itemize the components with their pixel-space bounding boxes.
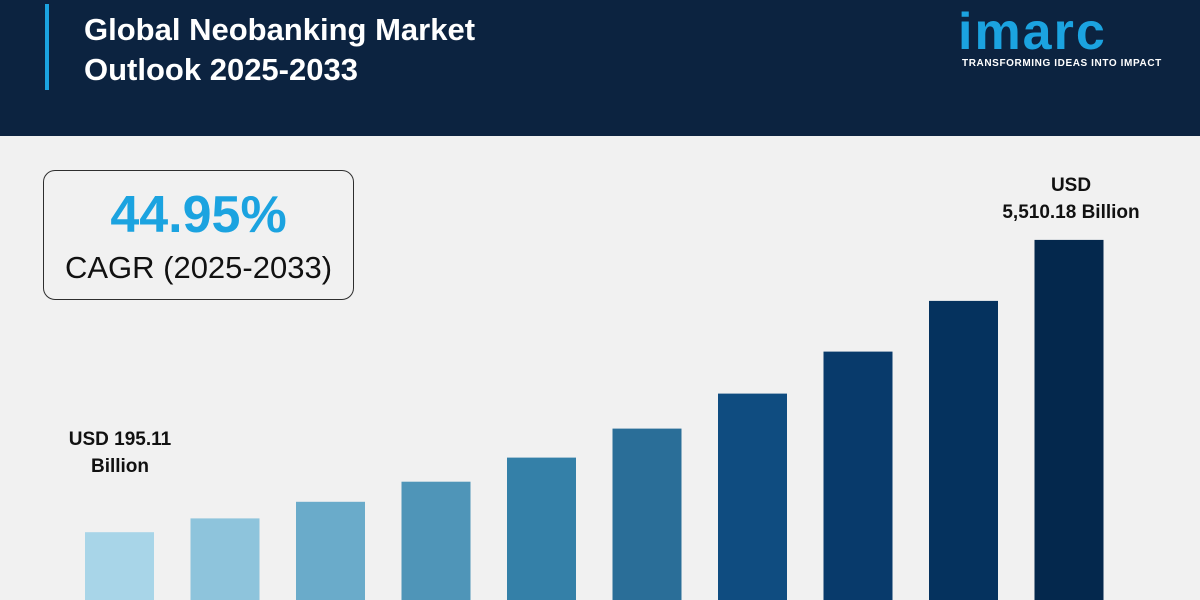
last-bar-callout-line-1: USD: [1050, 175, 1092, 196]
title-line-2: Outlook 2025-2033: [84, 52, 358, 87]
bar-4: [401, 481, 471, 600]
cagr-box: 44.95% CAGR (2025-2033): [43, 170, 354, 300]
bar-2: [190, 518, 260, 600]
cagr-value: 44.95%: [110, 186, 287, 244]
first-bar-callout-line-2: Billion: [90, 456, 150, 477]
page-title: Global Neobanking Market Outlook 2025-20…: [84, 10, 584, 90]
bar-1: [85, 532, 154, 600]
last-bar-callout-line-2: 5,510.18 Billion: [1002, 202, 1140, 223]
header-banner: Global Neobanking Market Outlook 2025-20…: [0, 0, 1200, 136]
first-bar-callout-line-1: USD 195.11: [68, 429, 172, 450]
bar-8: [823, 351, 893, 600]
bar-7: [718, 393, 787, 600]
bar-3: [296, 501, 365, 600]
logo-tagline: TRANSFORMING IDEAS INTO IMPACT: [962, 58, 1162, 69]
title-accent-line: [45, 4, 49, 90]
bar-9: [929, 300, 998, 600]
last-bar-callout: USD 5,510.18 Billion: [990, 172, 1152, 226]
cagr-label: CAGR (2025-2033): [64, 250, 333, 285]
bar-6: [612, 428, 682, 600]
bar-10: [1034, 239, 1104, 600]
imarc-logo: imarc: [958, 3, 1107, 61]
first-bar-callout: USD 195.11 Billion: [50, 426, 190, 480]
bar-5: [507, 457, 576, 600]
title-line-1: Global Neobanking Market: [84, 12, 476, 47]
